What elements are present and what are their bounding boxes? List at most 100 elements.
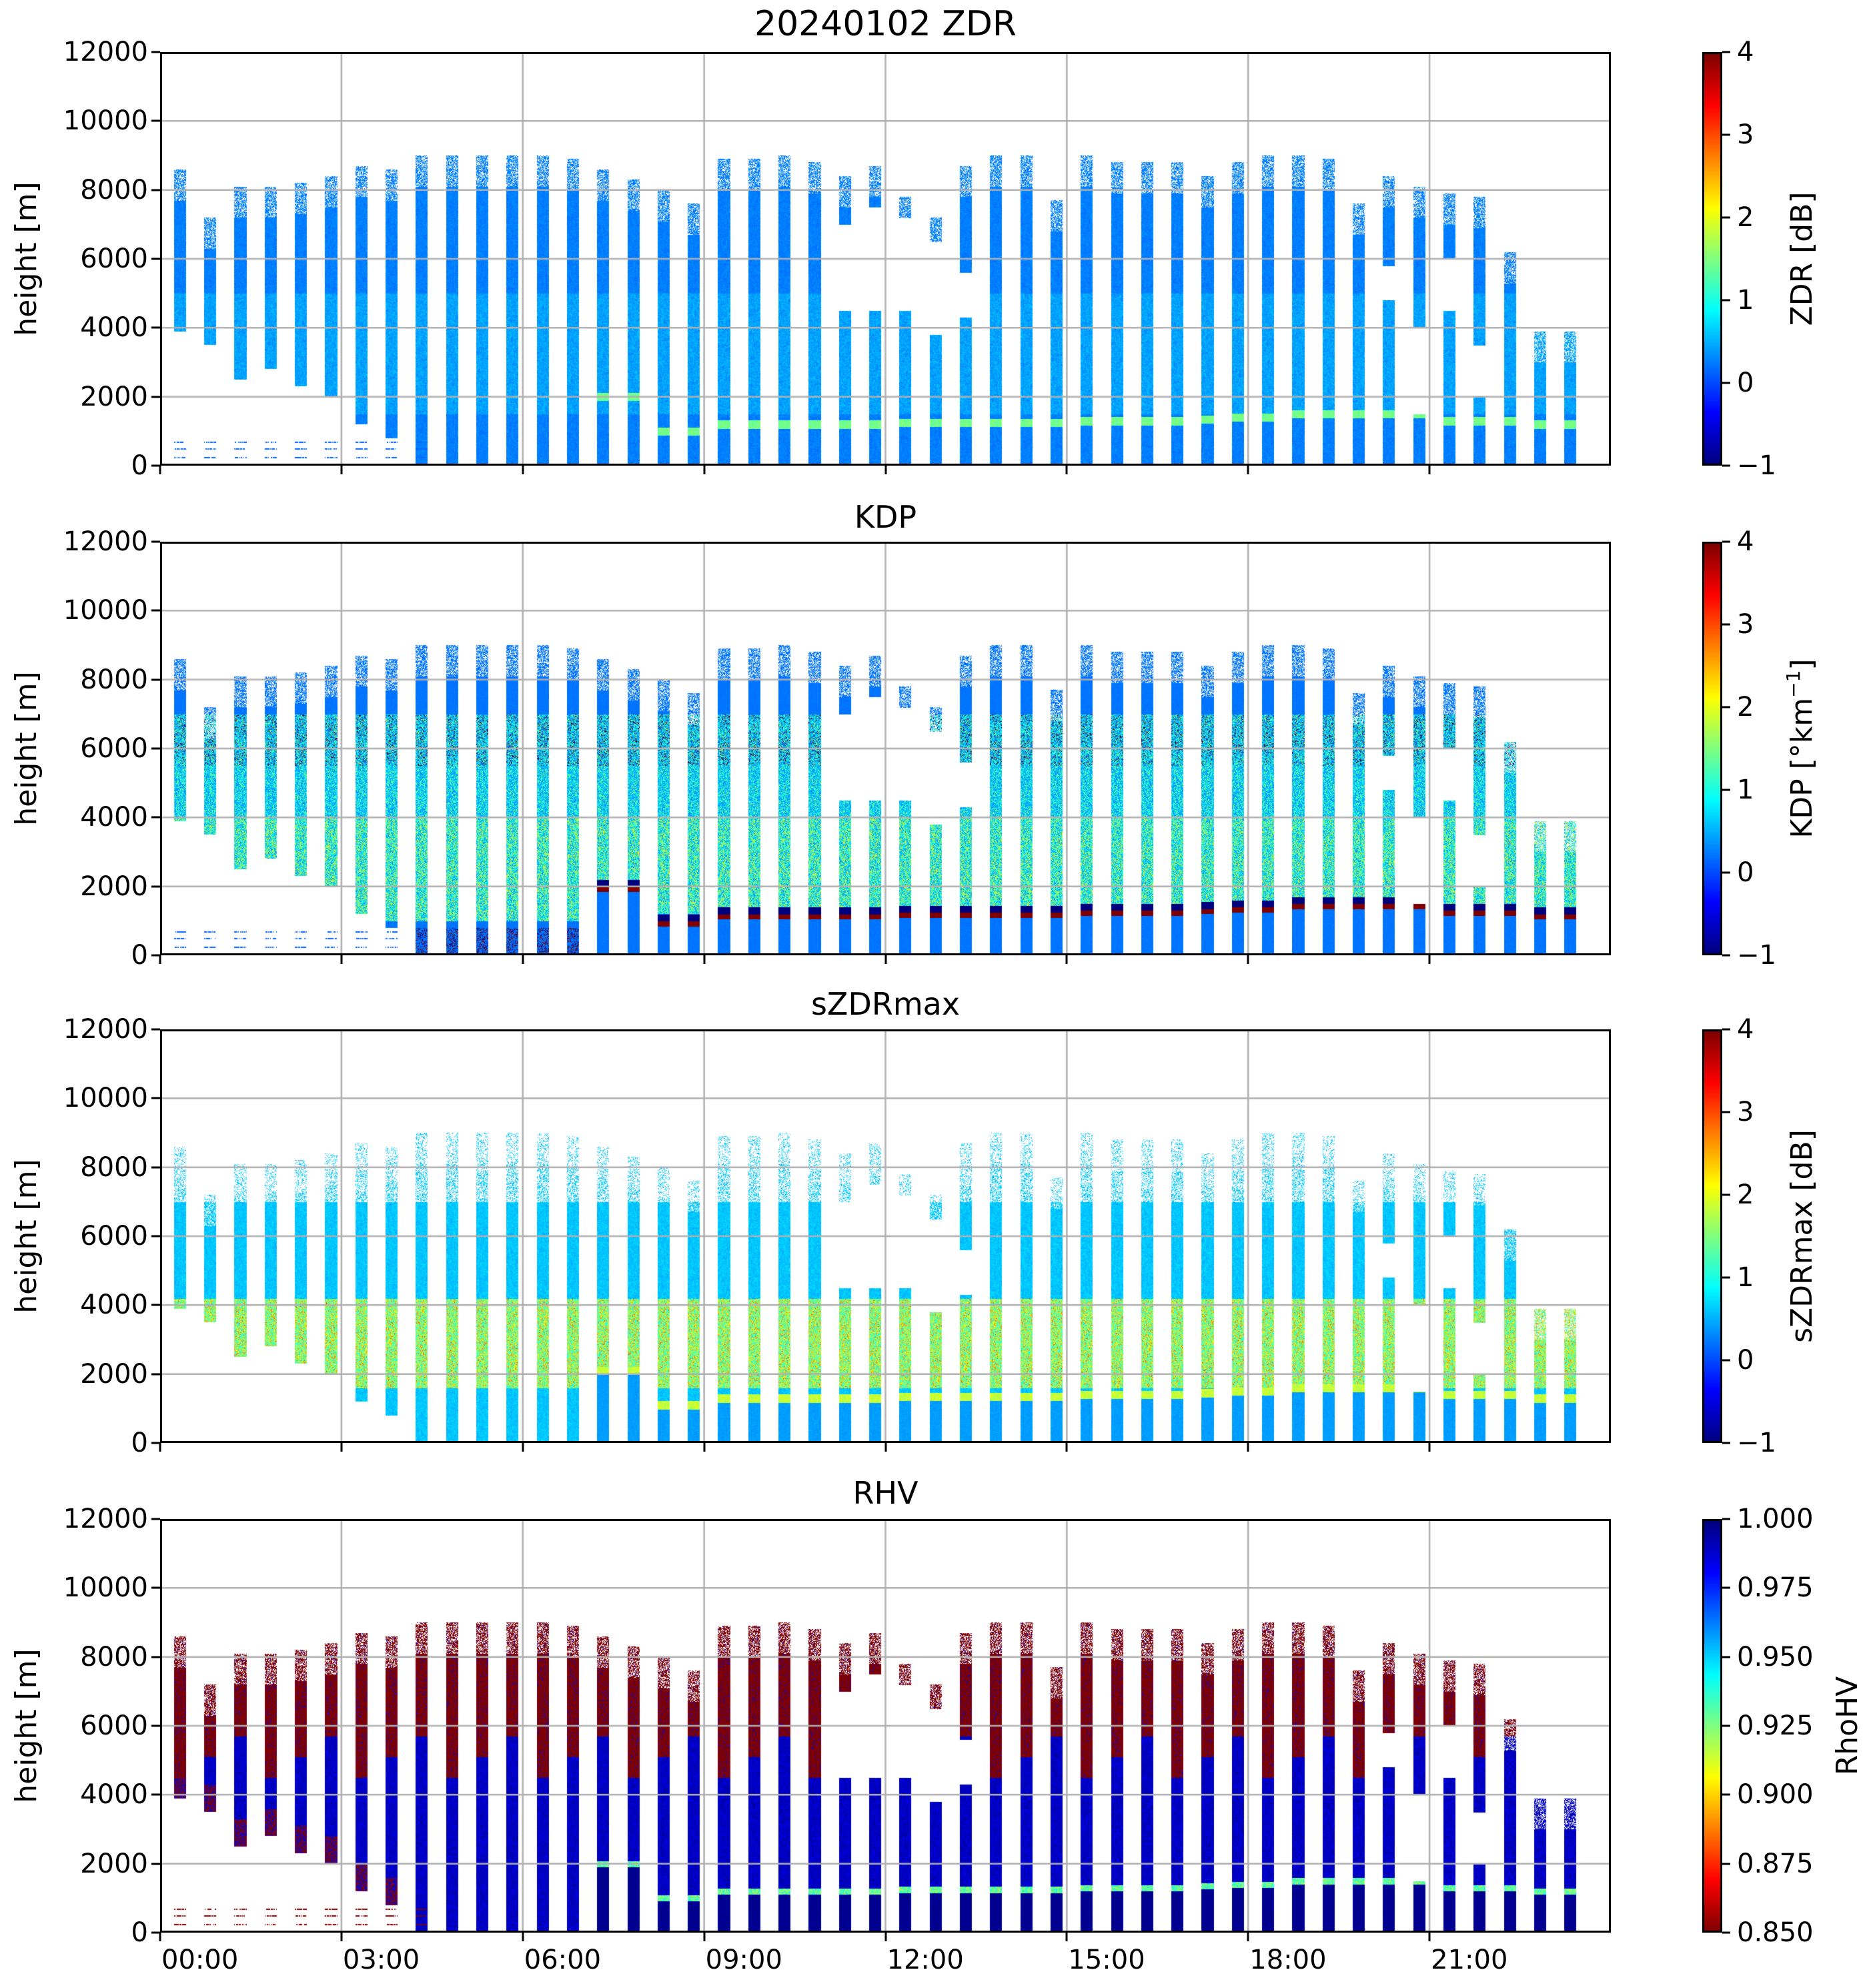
colorbar-tick-mark — [1722, 871, 1730, 874]
kdp-panel — [160, 542, 1611, 955]
colorbar-tick-label: 4 — [1737, 37, 1754, 67]
y-tick-label: 6000 — [80, 1710, 148, 1741]
x-tick-mark — [703, 466, 706, 474]
zdr-panel — [160, 52, 1611, 466]
y-tick-label: 12000 — [63, 1014, 148, 1045]
colorbar-tick-label: 1 — [1737, 285, 1754, 316]
rhv-heatmap — [160, 1519, 1611, 1933]
x-tick-label: 21:00 — [1431, 1945, 1508, 1975]
colorbar-tick-mark — [1722, 464, 1730, 467]
y-tick-mark — [151, 1518, 160, 1520]
x-tick-mark — [1428, 466, 1431, 474]
colorbar-tick-label: 1 — [1737, 1262, 1754, 1293]
colorbar-tick-label: 0 — [1737, 1345, 1754, 1376]
colorbar-tick-mark — [1722, 1359, 1730, 1362]
y-tick-mark — [151, 1724, 160, 1727]
kdp-colorbar — [1702, 542, 1722, 955]
colorbar-tick-mark — [1722, 1793, 1730, 1796]
y-tick-mark — [151, 609, 160, 612]
x-tick-mark — [340, 1933, 343, 1941]
colorbar-tick-mark — [1722, 789, 1730, 791]
x-tick-mark — [340, 1443, 343, 1452]
colorbar-tick-label: 0.925 — [1737, 1710, 1814, 1741]
colorbar-tick-label: 3 — [1737, 119, 1754, 150]
y-tick-mark — [151, 1304, 160, 1306]
x-tick-mark — [159, 466, 161, 474]
kdp-heatmap — [160, 542, 1611, 955]
y-tick-mark — [151, 1235, 160, 1237]
y-tick-label: 10000 — [63, 105, 148, 137]
y-tick-mark — [151, 51, 160, 53]
figure-title: 20240102 ZDR — [754, 4, 1017, 44]
y-tick-label: 8000 — [80, 1151, 148, 1183]
y-tick-mark — [151, 885, 160, 888]
colorbar-tick-label: 2 — [1737, 692, 1754, 722]
x-tick-mark — [703, 1933, 706, 1941]
x-tick-mark — [522, 466, 524, 474]
y-tick-mark — [151, 464, 160, 467]
colorbar-tick-mark — [1722, 1863, 1730, 1865]
colorbar-label-superscript: −1 — [1782, 670, 1804, 698]
y-tick-mark — [151, 1028, 160, 1031]
x-tick-mark — [159, 1443, 161, 1452]
colorbar-tick-mark — [1722, 1111, 1730, 1113]
y-tick-label: 4000 — [80, 312, 148, 344]
x-tick-mark — [522, 1933, 524, 1941]
y-tick-mark — [151, 540, 160, 543]
colorbar-tick-label: 0.875 — [1737, 1848, 1814, 1879]
y-tick-label: 6000 — [80, 733, 148, 764]
colorbar-tick-label: 2 — [1737, 202, 1754, 233]
y-tick-mark — [151, 816, 160, 819]
x-tick-mark — [1247, 1443, 1249, 1452]
colorbar-tick-mark — [1722, 1028, 1730, 1031]
colorbar-tick-mark — [1722, 133, 1730, 136]
colorbar-tick-mark — [1722, 299, 1730, 302]
x-tick-mark — [1065, 1443, 1068, 1452]
x-tick-mark — [340, 955, 343, 964]
x-tick-mark — [884, 466, 886, 474]
x-tick-mark — [1065, 955, 1068, 964]
y-tick-mark — [151, 119, 160, 122]
x-tick-mark — [703, 955, 706, 964]
y-tick-mark — [151, 678, 160, 681]
y-tick-mark — [151, 1373, 160, 1376]
x-tick-mark — [1247, 466, 1249, 474]
colorbar-label: KDP [°km−1] — [1782, 658, 1819, 839]
colorbar-tick-mark — [1722, 1656, 1730, 1658]
colorbar-tick-mark — [1722, 1193, 1730, 1196]
x-tick-mark — [522, 955, 524, 964]
colorbar-tick-label: 4 — [1737, 526, 1754, 557]
x-tick-label: 18:00 — [1249, 1945, 1327, 1975]
kdp-panel-title: KDP — [854, 499, 917, 535]
x-tick-mark — [1428, 1933, 1431, 1941]
y-tick-mark — [151, 1863, 160, 1865]
y-tick-label: 2000 — [80, 871, 148, 902]
szdrmax-panel-title: sZDRmax — [810, 986, 961, 1022]
y-tick-mark — [151, 1166, 160, 1169]
y-tick-mark — [151, 1586, 160, 1589]
colorbar-tick-label: 1.000 — [1737, 1504, 1814, 1534]
colorbar-tick-mark — [1722, 623, 1730, 626]
y-tick-label: 4000 — [80, 1779, 148, 1811]
x-tick-mark — [1428, 1443, 1431, 1452]
zdr-heatmap — [160, 52, 1611, 466]
y-tick-mark — [151, 396, 160, 398]
y-axis-label: height [m] — [9, 1159, 43, 1314]
y-tick-label: 10000 — [63, 1083, 148, 1114]
y-tick-mark — [151, 1442, 160, 1444]
y-tick-label: 0 — [131, 450, 148, 481]
y-axis-label: height [m] — [9, 671, 43, 826]
x-tick-label: 06:00 — [524, 1945, 602, 1975]
y-tick-label: 4000 — [80, 1290, 148, 1321]
y-axis-label: height [m] — [9, 1648, 43, 1803]
x-tick-mark — [1247, 1933, 1249, 1941]
y-axis-label: height [m] — [9, 181, 43, 336]
x-tick-mark — [1065, 1933, 1068, 1941]
y-tick-label: 4000 — [80, 802, 148, 833]
y-tick-label: 12000 — [63, 526, 148, 557]
colorbar-label: ZDR [dB] — [1785, 191, 1819, 326]
x-tick-label: 12:00 — [886, 1945, 964, 1975]
y-tick-label: 0 — [131, 940, 148, 971]
colorbar-tick-label: 0.950 — [1737, 1641, 1814, 1672]
x-tick-mark — [1065, 466, 1068, 474]
